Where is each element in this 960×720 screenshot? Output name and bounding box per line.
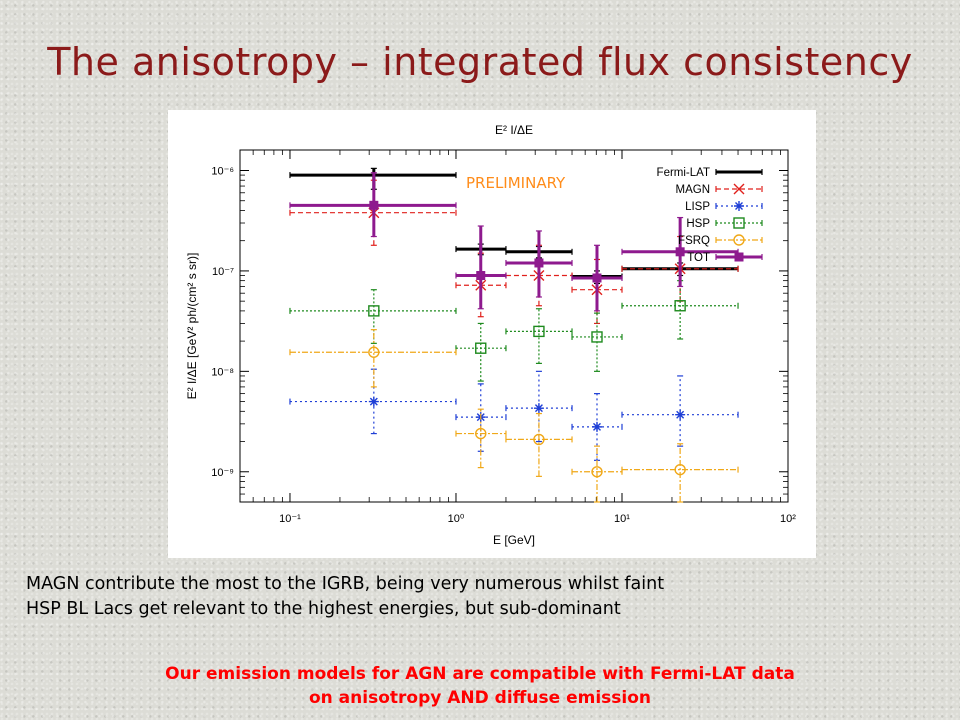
conclusion: Our emission models for AGN are compatib… xyxy=(0,662,960,710)
x-tick-label: 10² xyxy=(780,513,796,525)
y-tick-label: 10⁻⁹ xyxy=(211,467,234,479)
y-axis-label: E² I/ΔE [GeV² ph/(cm² s sr)] xyxy=(185,253,199,400)
hsp-point xyxy=(674,300,686,312)
tot-point xyxy=(369,200,379,210)
fsrq-point xyxy=(368,346,380,358)
notes: MAGN contribute the most to the IGRB, be… xyxy=(26,572,946,622)
tot-point xyxy=(534,258,544,268)
x-tick-label: 10¹ xyxy=(614,513,630,525)
conclusion-line-1: Our emission models for AGN are compatib… xyxy=(165,664,795,684)
legend-label-tot: TOT xyxy=(687,252,710,264)
hsp-point xyxy=(475,342,487,354)
legend-marker-hsp xyxy=(733,217,745,229)
fsrq-point xyxy=(533,433,545,446)
tot-point xyxy=(476,271,486,281)
legend-label-lisp: LISP xyxy=(685,201,710,213)
x-tick-label: 10⁻¹ xyxy=(279,513,301,525)
flux-chart: 10⁻¹ 10⁰ 10¹ 10² 10⁻⁹ 10⁻⁸ 10⁻⁷ 10⁻⁶ E² I/ΔE E [G… xyxy=(185,123,796,547)
fsrq-point xyxy=(591,466,603,478)
lisp-point xyxy=(533,403,544,414)
legend-label-magn: MAGN xyxy=(676,184,711,196)
legend-marker-magn xyxy=(733,183,745,195)
hsp-point xyxy=(368,305,380,317)
x-axis-label: E [GeV] xyxy=(493,533,535,547)
note-line-hsp: HSP BL Lacs get relevant to the highest … xyxy=(26,599,621,619)
lisp-point xyxy=(591,421,602,432)
legend-marker-tot xyxy=(734,252,744,262)
fsrq-point xyxy=(674,463,686,476)
lisp-point xyxy=(368,396,379,407)
legend-label-hsp: HSP xyxy=(686,218,710,230)
chart-title: E² I/ΔE xyxy=(495,123,533,137)
tot-point xyxy=(592,273,602,283)
legend-label-fsrq: FSRQ xyxy=(678,235,710,247)
lisp-point xyxy=(675,409,686,420)
tot-point xyxy=(675,247,685,257)
legend-label-fermi-lat: Fermi-LAT xyxy=(657,167,710,179)
preliminary-annotation: PRELIMINARY xyxy=(466,174,566,192)
hsp-point xyxy=(591,331,603,343)
y-tick-label: 10⁻⁶ xyxy=(211,165,234,177)
legend-marker-lisp xyxy=(734,201,744,211)
hsp-point xyxy=(533,325,545,338)
fsrq-point xyxy=(475,427,487,440)
chart-panel: 10⁻¹ 10⁰ 10¹ 10² 10⁻⁹ 10⁻⁸ 10⁻⁷ 10⁻⁶ E² I/ΔE E [G… xyxy=(168,110,816,558)
conclusion-line-2: on anisotropy AND diffuse emission xyxy=(308,688,652,708)
y-tick-label: 10⁻⁸ xyxy=(211,366,234,378)
plot-frame xyxy=(239,149,789,503)
legend-marker-fsrq xyxy=(733,234,745,246)
slide-title: The anisotropy – integrated flux consist… xyxy=(47,40,913,84)
note-line-magn: MAGN contribute the most to the IGRB, be… xyxy=(26,574,665,594)
y-tick-label: 10⁻⁷ xyxy=(212,266,234,278)
x-tick-label: 10⁰ xyxy=(448,513,465,525)
